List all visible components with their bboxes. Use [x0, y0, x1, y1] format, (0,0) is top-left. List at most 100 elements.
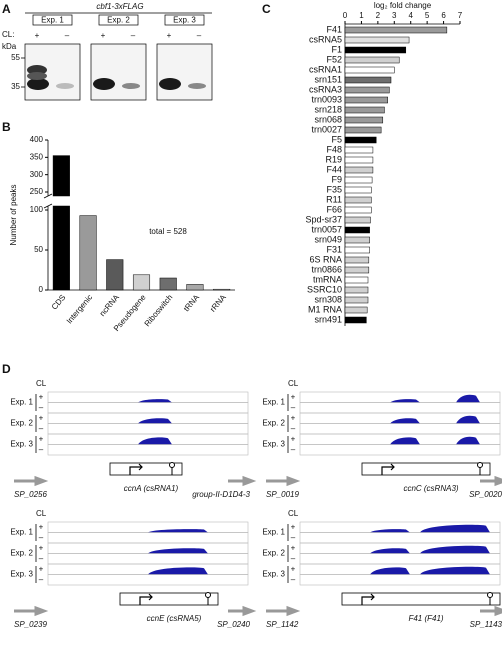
marker-label: 55	[11, 53, 20, 62]
annotation: total = 528	[149, 227, 187, 236]
gene-box	[119, 592, 219, 606]
x-tick-label: ncRNA	[98, 292, 122, 318]
coverage	[148, 567, 208, 575]
cl-sign: –	[291, 533, 296, 542]
track	[299, 553, 501, 565]
bar	[344, 66, 395, 74]
bar	[344, 206, 372, 214]
track	[47, 553, 249, 565]
lane-sign: –	[65, 31, 70, 40]
bar	[52, 155, 70, 197]
exp-label: Exp. 2	[10, 419, 33, 428]
track	[47, 532, 249, 544]
y-tick-label: F66	[326, 204, 342, 214]
flank-arrow	[480, 605, 502, 617]
cl-sign: –	[39, 554, 44, 563]
blot	[156, 43, 213, 101]
cl-sign: –	[39, 424, 44, 433]
coverage	[456, 436, 480, 445]
cl-sign: +	[39, 392, 44, 401]
bar	[344, 86, 390, 94]
y-axis-title: Number of peaks	[9, 185, 18, 246]
y-tick-label: trn0057	[311, 224, 342, 234]
coverage	[390, 437, 420, 445]
cl-sign: –	[39, 575, 44, 584]
cl-sign: +	[39, 564, 44, 573]
band	[56, 83, 74, 89]
panel-label: C	[262, 2, 271, 16]
bar	[344, 36, 410, 44]
y-tick-label: R11	[326, 194, 342, 204]
coverage	[420, 566, 490, 575]
cl-sign: +	[291, 522, 296, 531]
bar	[344, 26, 448, 34]
lane-sign: –	[131, 31, 136, 40]
y-tick-label: csRNA3	[309, 84, 342, 94]
panel-label: A	[2, 2, 11, 16]
y-tick-label: F31	[326, 244, 342, 254]
panel-label: D	[2, 362, 11, 376]
gene-label: ccnC (csRNA3)	[403, 484, 458, 493]
bar	[344, 316, 367, 324]
x-tick-label: Intergenic	[65, 293, 94, 326]
y-tick-label: trn0027	[311, 124, 342, 134]
exp-label: Exp. 1	[41, 16, 64, 25]
bar	[344, 266, 370, 274]
y-tick-label: F41	[326, 24, 342, 34]
flank-gene: SP_0256	[14, 490, 47, 499]
y-tick-label: tmRNA	[313, 274, 342, 284]
coverage	[420, 545, 490, 554]
y-tick-label: F1	[331, 44, 342, 54]
bar	[213, 288, 231, 291]
lane-sign: +	[167, 31, 172, 40]
flank-arrow	[266, 475, 301, 487]
cl-sign: +	[291, 543, 296, 552]
y-tick-label: srn049	[314, 234, 342, 244]
x-tick-label: CDS	[50, 293, 68, 312]
bar	[344, 276, 369, 284]
band	[122, 83, 140, 89]
track-header: CL	[36, 379, 47, 388]
track	[47, 423, 249, 435]
bar	[344, 296, 369, 304]
y-tick-label: M1 RNA	[308, 304, 342, 314]
flank-arrow	[480, 475, 502, 487]
cl-sign: +	[291, 564, 296, 573]
track	[47, 563, 249, 575]
y-tick-label: R19	[325, 154, 342, 164]
flank-gene: SP_0020	[469, 490, 502, 499]
terminator-head	[205, 592, 211, 598]
bar	[344, 136, 377, 144]
y-tick-label: srn491	[314, 314, 342, 324]
exp-label: Exp. 1	[10, 398, 33, 407]
track	[299, 574, 501, 586]
bar	[106, 259, 124, 291]
x-tick-label: 0	[343, 11, 348, 20]
track-header: CL	[288, 379, 299, 388]
terminator-head	[477, 462, 483, 468]
track	[299, 444, 501, 456]
band	[93, 78, 115, 90]
y-tick-label: srn151	[314, 74, 342, 84]
y-tick-label: F5	[331, 134, 342, 144]
y-tick-label: F48	[326, 144, 342, 154]
gene-label: F41 (F41)	[408, 614, 443, 623]
x-axis-title: log₂ fold change	[374, 1, 432, 10]
terminator-head	[487, 592, 493, 598]
bar	[344, 246, 370, 254]
x-tick-label: 2	[376, 11, 381, 20]
exp-box	[98, 14, 139, 26]
y-tick-label: F52	[326, 54, 342, 64]
y-tick-label: Spd-sr37	[305, 214, 342, 224]
band	[27, 72, 47, 80]
cl-sign: +	[39, 543, 44, 552]
flank-gene: group-II-D1D4-3	[192, 490, 250, 499]
bar	[344, 166, 374, 174]
bar	[344, 286, 369, 294]
cl-sign: –	[39, 403, 44, 412]
exp-label: Exp. 2	[10, 549, 33, 558]
exp-label: Exp. 2	[107, 16, 130, 25]
y-tick-label: csRNA5	[309, 34, 342, 44]
y-tick-label: 400	[30, 135, 44, 144]
flank-arrow	[228, 475, 257, 487]
